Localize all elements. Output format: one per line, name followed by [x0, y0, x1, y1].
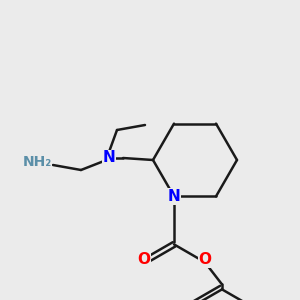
Text: O: O: [137, 252, 151, 267]
Text: N: N: [168, 189, 180, 204]
Text: O: O: [199, 252, 212, 267]
Text: N: N: [103, 151, 116, 166]
Text: NH₂: NH₂: [22, 155, 52, 169]
